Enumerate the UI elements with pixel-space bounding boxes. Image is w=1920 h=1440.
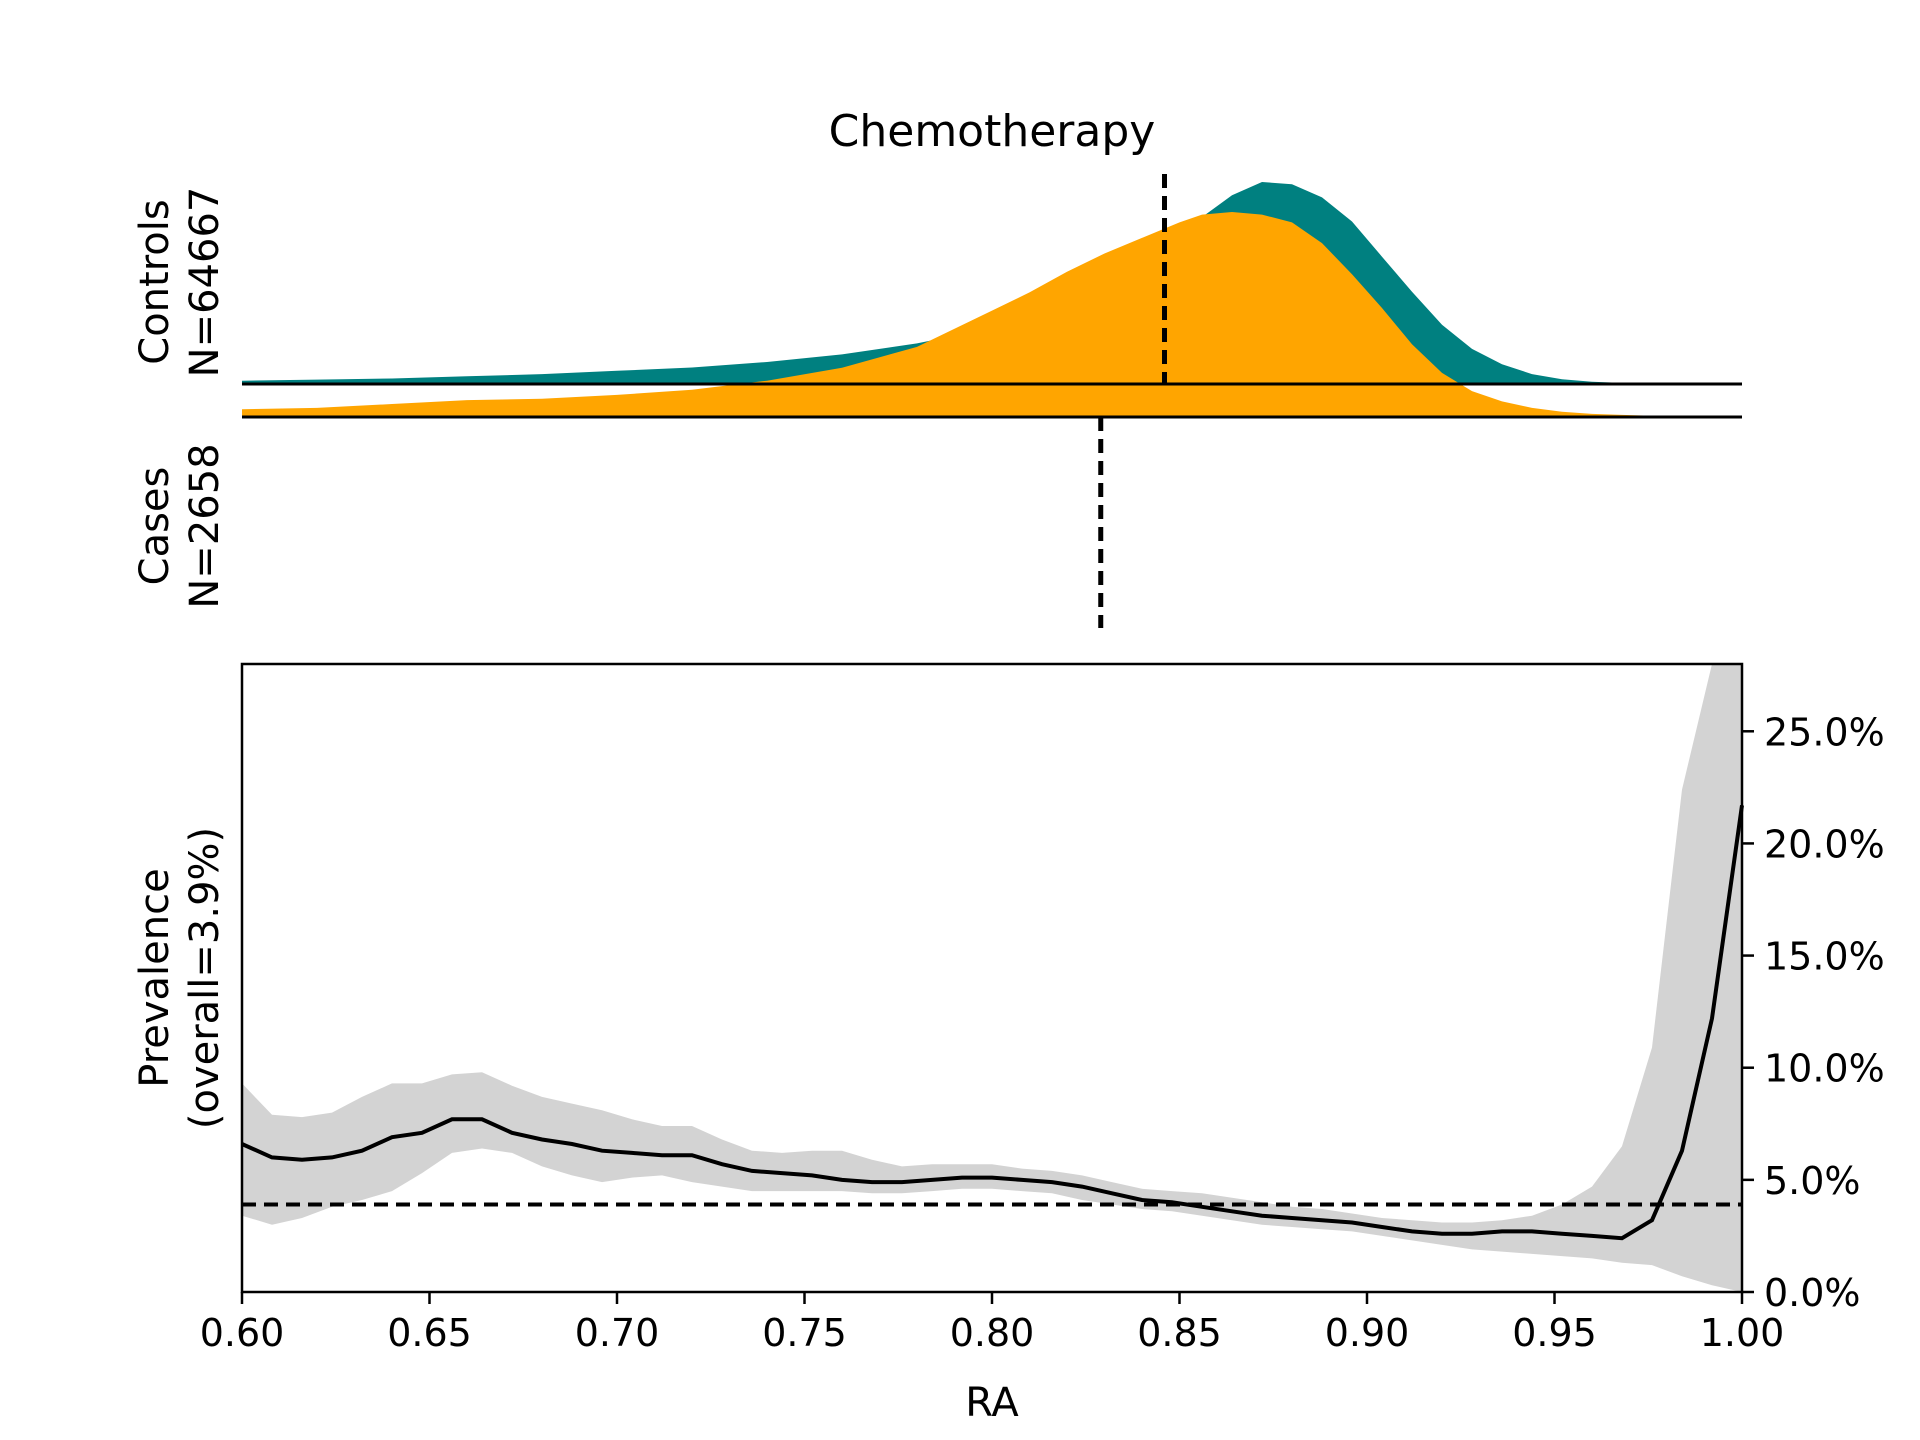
x-tick-label: 0.85	[1137, 1311, 1222, 1355]
x-axis-label: RA	[965, 1380, 1019, 1426]
cases-label: Cases	[132, 467, 178, 586]
y-axis-label-line1: Prevalence	[132, 868, 178, 1087]
y-axis-right: 0.0% 5.0% 10.0% 15.0% 20.0% 25.0%	[1742, 710, 1885, 1315]
y-tick-label: 15.0%	[1764, 935, 1885, 979]
x-axis: 0.60 0.65 0.70 0.75 0.80 0.85 0.90 0.95 1.00	[200, 1292, 1785, 1355]
y-tick-label: 10.0%	[1764, 1047, 1885, 1091]
prevalence-line	[241, 805, 1744, 1241]
x-tick-label: 0.80	[950, 1311, 1035, 1355]
x-tick-label: 1.00	[1700, 1311, 1785, 1355]
y-tick-label: 20.0%	[1764, 822, 1885, 866]
cases-density-area	[242, 212, 1742, 417]
x-tick-label: 0.75	[762, 1311, 847, 1355]
y-tick-label: 0.0%	[1764, 1271, 1861, 1315]
y-tick-label: 5.0%	[1764, 1159, 1861, 1203]
plot-frame	[240, 662, 1744, 1294]
density-panel: Controls N=64667 Cases N=2658	[132, 174, 1742, 628]
confidence-band	[242, 664, 1742, 1292]
x-tick-label: 0.90	[1325, 1311, 1410, 1355]
x-tick-label: 0.60	[200, 1311, 285, 1355]
x-tick-label: 0.65	[387, 1311, 472, 1355]
prevalence-panel: 0.60 0.65 0.70 0.75 0.80 0.85 0.90 0.95 1.00 0.0…	[132, 662, 1885, 1426]
cases-count: N=2658	[182, 443, 228, 608]
x-tick-label: 0.95	[1512, 1311, 1597, 1355]
y-tick-label: 25.0%	[1764, 710, 1885, 754]
chart-title: Chemotherapy	[829, 106, 1156, 157]
controls-count: N=64667	[182, 187, 228, 378]
controls-label: Controls	[132, 199, 178, 364]
x-tick-label: 0.70	[575, 1311, 660, 1355]
y-axis-label-line2: (overall=3.9%)	[182, 827, 228, 1129]
